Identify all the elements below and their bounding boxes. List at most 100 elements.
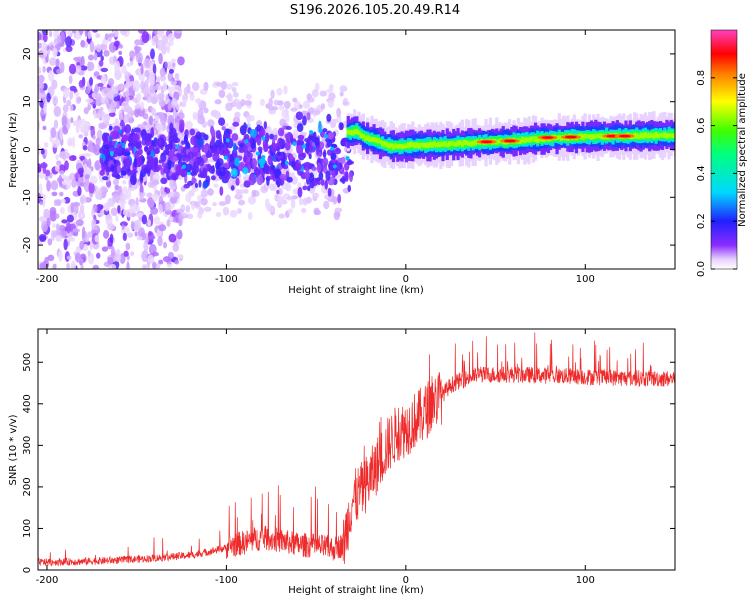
- heatmap-cell: [226, 83, 234, 90]
- heatmap-cell: [353, 129, 357, 135]
- heatmap-cell: [84, 30, 88, 37]
- heatmap-cell: [289, 153, 294, 161]
- heatmap-cell: [80, 55, 85, 67]
- heatmap-cell: [149, 146, 154, 152]
- heatmap-cell: [134, 141, 142, 149]
- heatmap-cell: [147, 219, 152, 227]
- heatmap-cell: [55, 234, 63, 242]
- heatmap-cell: [48, 70, 55, 82]
- heatmap-cell: [263, 121, 267, 130]
- heatmap-cell: [192, 164, 200, 174]
- heatmap-cell: [441, 141, 445, 147]
- heatmap-cell: [97, 82, 104, 88]
- heatmap-cell: [75, 65, 82, 72]
- heatmap-cell: [318, 120, 322, 131]
- heatmap-cell: [133, 219, 141, 231]
- heatmap-cell: [38, 74, 45, 84]
- heatmap-cell: [202, 167, 208, 178]
- heatmap-cell: [110, 207, 118, 217]
- heatmap-cell: [118, 145, 123, 154]
- heatmap-cell: [559, 135, 564, 141]
- heatmap-cell: [58, 224, 66, 231]
- heatmap-cell: [185, 120, 193, 130]
- heatmap-cell: [164, 201, 171, 212]
- heatmap-cell: [68, 236, 75, 242]
- heatmap-cell: [368, 136, 372, 142]
- heatmap-cell: [323, 149, 327, 160]
- heatmap-cell: [312, 192, 320, 199]
- snr-xtick-label: 100: [576, 575, 595, 586]
- heatmap-cell: [187, 180, 194, 186]
- heatmap-cell: [350, 130, 355, 136]
- heatmap-cell: [176, 208, 184, 214]
- heatmap-cell: [243, 188, 249, 194]
- heatmap-cell: [157, 236, 163, 247]
- heatmap-cell: [126, 228, 130, 237]
- heatmap-cell: [107, 223, 115, 231]
- heatmap-cell: [366, 135, 370, 141]
- colorbar-label: Normalized spectral amplitude: [737, 73, 748, 227]
- heatmap-cell: [77, 167, 84, 175]
- heatmap-cell: [69, 104, 74, 112]
- heatmap-cell: [63, 47, 67, 53]
- heatmap-cell: [86, 37, 92, 44]
- heatmap-cell: [48, 30, 53, 38]
- heatmap-cell: [302, 100, 311, 109]
- heatmap-cell: [124, 70, 129, 76]
- heatmap-cell: [123, 250, 129, 257]
- heatmap-cell: [183, 136, 189, 142]
- heatmap-cell: [557, 135, 561, 140]
- heatmap-cell: [171, 77, 175, 82]
- heatmap-cell: [347, 184, 352, 193]
- heatmap-cell: [95, 43, 102, 53]
- heatmap-cell: [86, 61, 95, 72]
- heatmap-cell: [54, 165, 60, 172]
- heatmap-cell: [641, 133, 645, 139]
- heatmap-cell: [135, 52, 144, 64]
- heatmap-cell: [112, 178, 119, 186]
- heatmap-cell: [215, 161, 220, 170]
- heatmap-cell: [256, 174, 264, 186]
- heatmap-cell: [62, 152, 67, 161]
- heatmap-cell: [278, 213, 286, 219]
- heatmap-cell: [600, 134, 604, 140]
- heatmap-cell: [100, 209, 105, 217]
- heatmap-cell: [136, 212, 143, 217]
- heatmap-cell: [156, 123, 164, 133]
- heatmap-cell: [160, 186, 165, 196]
- heatmap-cell: [229, 154, 234, 163]
- heatmap-cell: [246, 142, 251, 148]
- heatmap-cell: [598, 133, 602, 139]
- heatmap-cell: [75, 30, 80, 41]
- heatmap-cell: [258, 158, 266, 166]
- heatmap-cell: [643, 132, 647, 138]
- heatmap-cell: [46, 217, 51, 227]
- heatmap-cell: [587, 134, 591, 139]
- snr-xtick-label: 0: [403, 575, 409, 586]
- heatmap-cell: [169, 140, 173, 151]
- heatmap-cell: [179, 119, 185, 129]
- heatmap-cell: [200, 197, 208, 206]
- heatmap-cell: [101, 246, 109, 252]
- heatmap-cell: [189, 128, 196, 136]
- heatmap-cell: [191, 81, 200, 92]
- heatmap-cell: [250, 150, 257, 160]
- heatmap-cell: [173, 191, 180, 200]
- heatmap-cell: [656, 133, 660, 139]
- heatmap-cell: [144, 69, 150, 78]
- heatmap-cell: [376, 138, 380, 144]
- heatmap-cell: [152, 251, 159, 257]
- heatmap-cell: [497, 139, 501, 144]
- colorbar-tick-label: 0.4: [696, 165, 707, 181]
- heatmap-cell: [66, 255, 72, 260]
- heatmap-cell: [330, 152, 337, 161]
- heatmap-cell: [270, 142, 278, 153]
- heatmap-cell: [322, 128, 328, 133]
- heatmap-cell: [348, 130, 352, 135]
- heatmap-cell: [122, 180, 127, 185]
- heatmap-cell: [56, 68, 63, 75]
- heatmap-cell: [83, 163, 88, 173]
- heatmap-cell: [523, 138, 527, 144]
- heatmap-cell: [170, 97, 178, 108]
- colorbar-tick-label: 0.6: [696, 118, 707, 134]
